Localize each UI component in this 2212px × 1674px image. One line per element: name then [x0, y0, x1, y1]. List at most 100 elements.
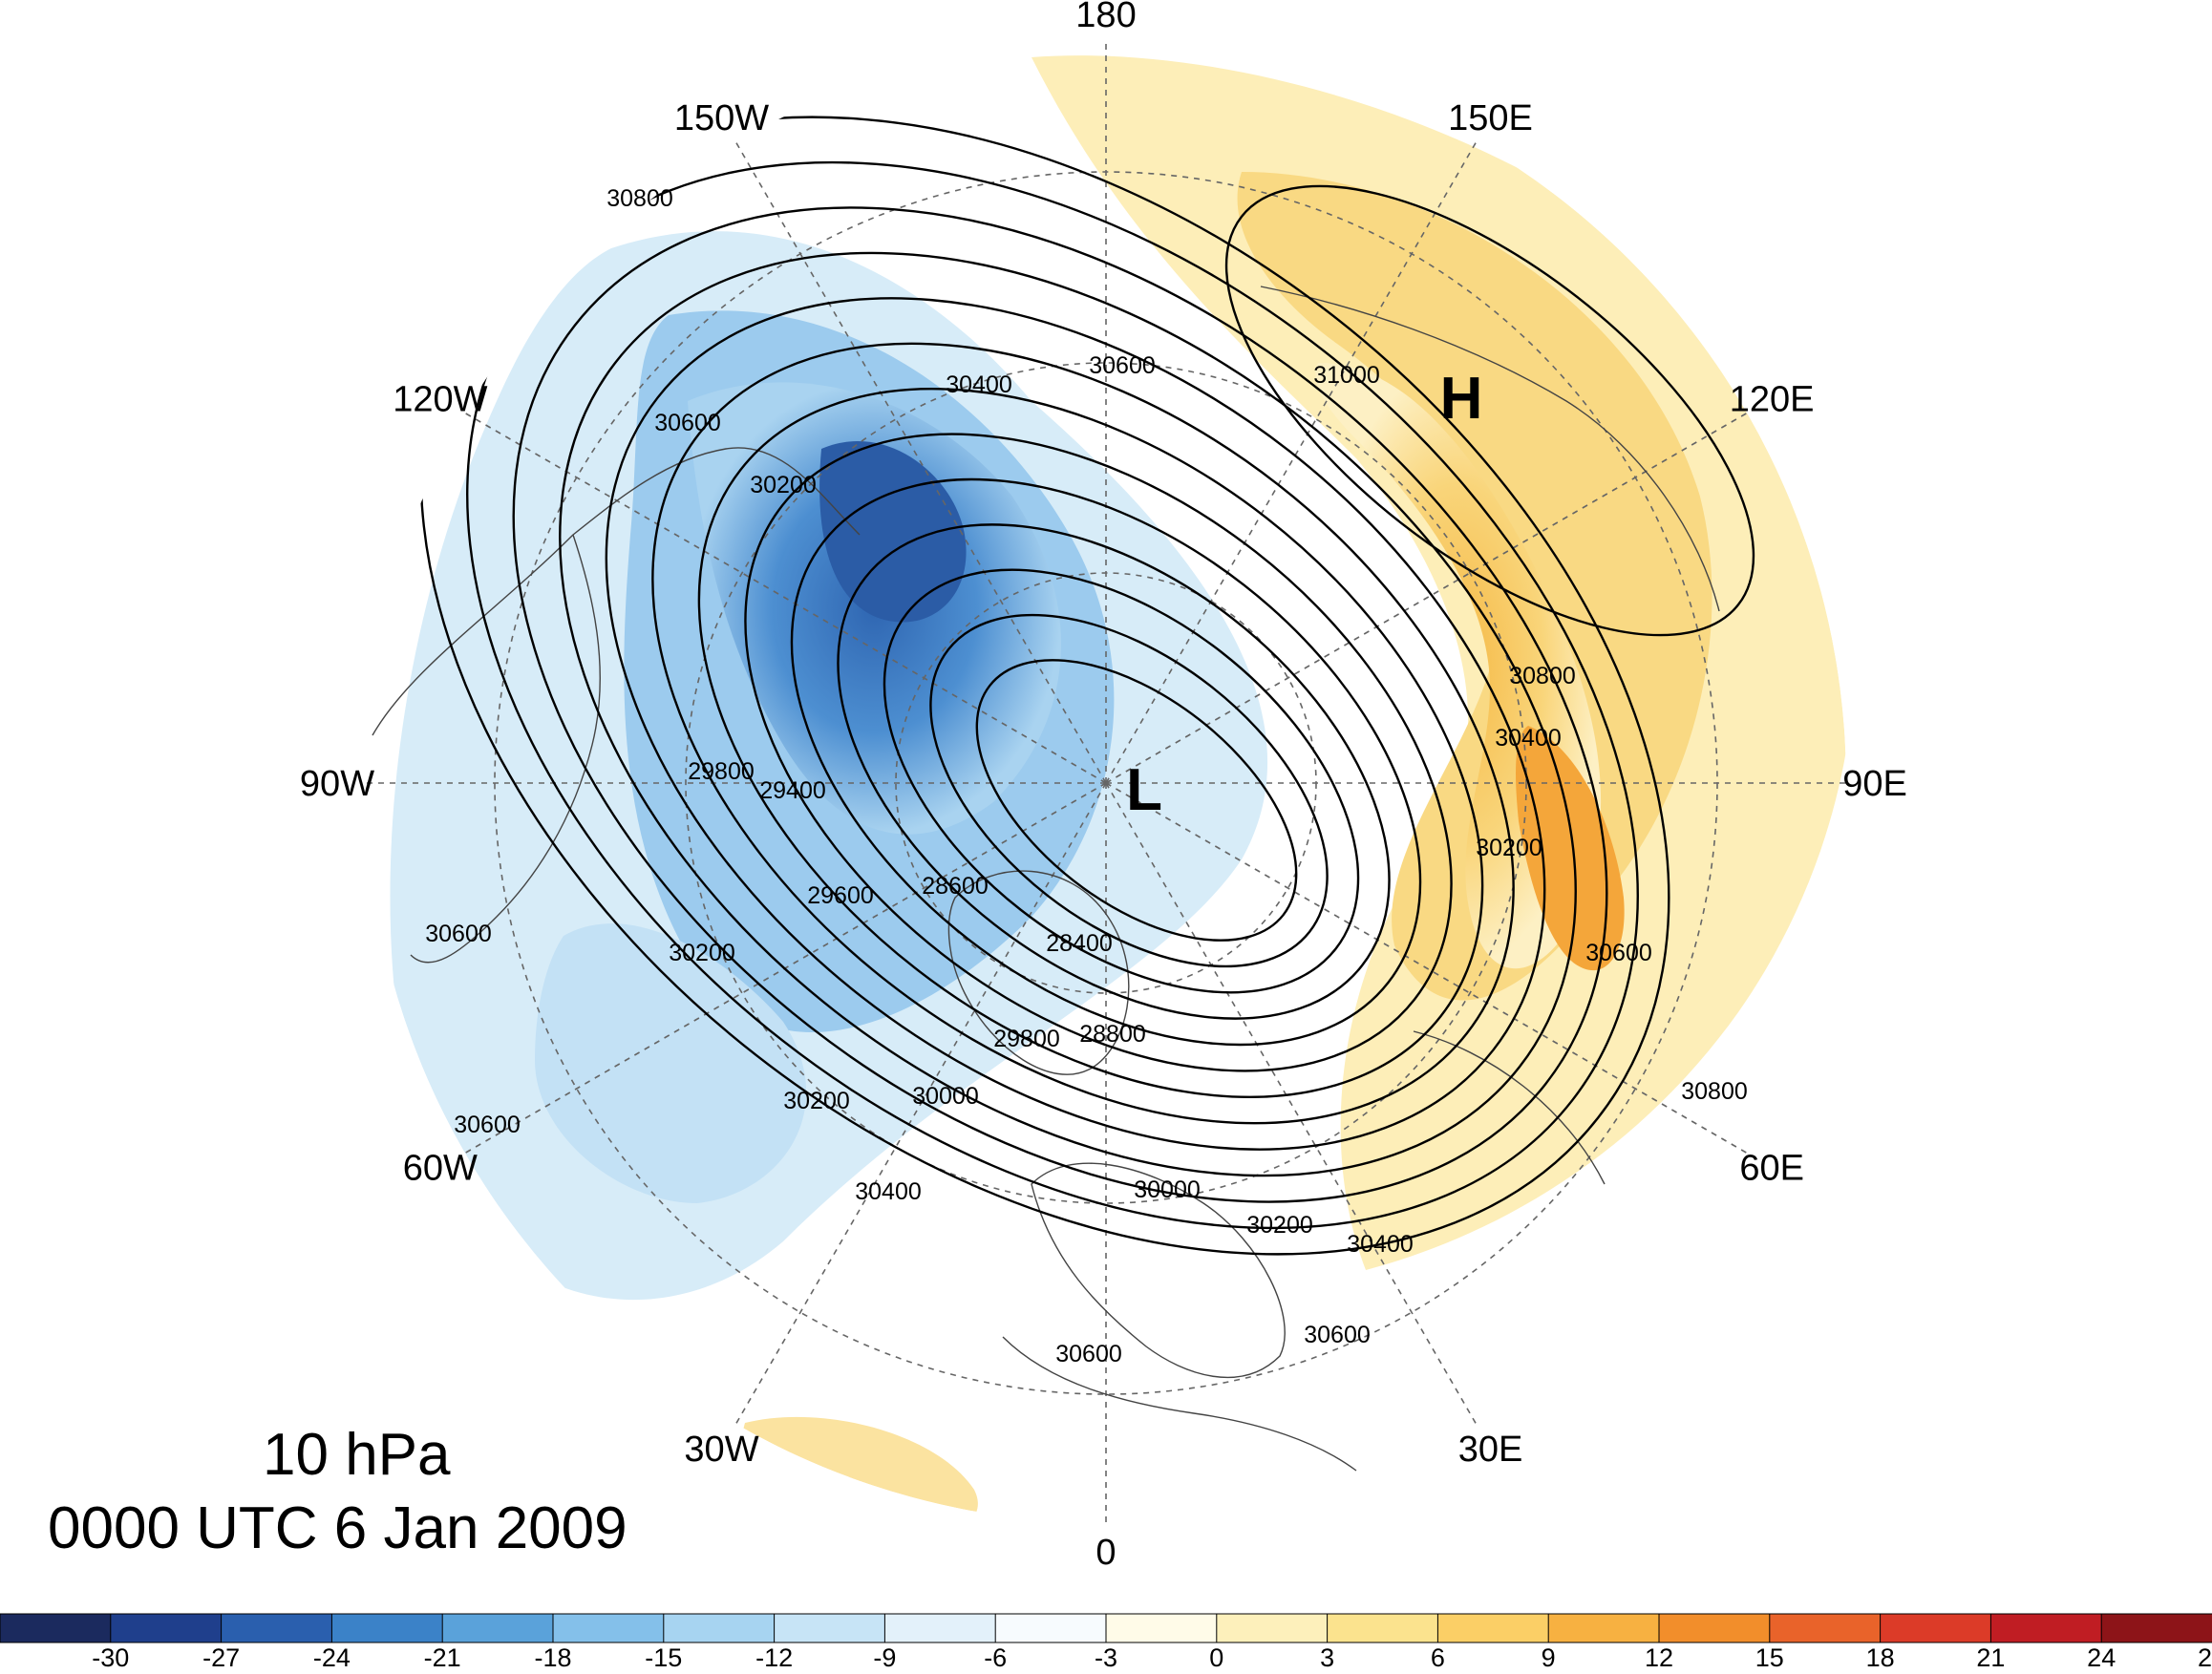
coastline-africa — [1002, 1336, 1357, 1472]
contour-line — [975, 659, 1298, 942]
coastline-asia — [1260, 286, 1720, 1185]
title-valid-time: 0000 UTC 6 Jan 2009 — [48, 1495, 627, 1561]
low-center-label: L — [1126, 757, 1162, 823]
coastlines — [372, 286, 1720, 1472]
colorbar-swatch — [1880, 1613, 1992, 1643]
contour-line-high — [1224, 184, 1755, 637]
colorbar-tick-label: 18 — [1866, 1643, 1895, 1672]
colorbar-swatch — [1989, 1613, 2103, 1643]
colorbar-tick-label: 27 — [2198, 1643, 2212, 1672]
colorbar-tick-label: -3 — [1095, 1643, 1117, 1672]
colorbar-tick-label: -9 — [873, 1643, 896, 1672]
colorbar-swatch — [441, 1613, 555, 1643]
colorbar-swatch — [221, 1613, 333, 1643]
meridian-120 — [1105, 412, 1748, 784]
colorbar-swatch — [1327, 1613, 1439, 1643]
contour-line — [744, 433, 1453, 1072]
colorbar-swatch — [110, 1613, 223, 1643]
contour-label: 30800 — [1509, 663, 1576, 689]
colorbar-tick-label: 6 — [1431, 1643, 1445, 1672]
contour-line — [883, 568, 1360, 994]
colorbar-tick-label: -15 — [645, 1643, 682, 1672]
contour-label: 30000 — [912, 1083, 979, 1110]
colorbar-tick-label: -18 — [534, 1643, 571, 1672]
meridian--30 — [734, 782, 1107, 1425]
longitude-label: 180 — [1075, 0, 1136, 35]
contour-label: 30200 — [783, 1088, 850, 1114]
coastline-north-america — [372, 447, 861, 964]
contour-label: 30600 — [425, 921, 492, 947]
contour-label: 30600 — [654, 410, 721, 436]
temperature-anomaly-shading — [366, 43, 1846, 1523]
colorbar-tick-label: -27 — [202, 1643, 240, 1672]
colorbar-swatch — [330, 1613, 444, 1643]
meridian-30 — [1105, 782, 1478, 1425]
meridian-60 — [1105, 782, 1748, 1155]
contour-label: 31000 — [1313, 362, 1380, 389]
contour-label: 29800 — [688, 758, 755, 785]
colorbar: -30 -27 -24 -21 -18 -15 -12 -9 -6 -3 0 3 6 9 12 15 18 21 2… — [0, 1613, 2212, 1672]
contour-label: 30600 — [1089, 352, 1156, 379]
contour-label: 28800 — [1079, 1021, 1146, 1048]
contour-label: 30400 — [1495, 725, 1562, 752]
contour-label: 30200 — [1476, 835, 1542, 861]
colorbar-swatch — [1769, 1613, 1882, 1643]
contour-label: 30800 — [606, 185, 673, 212]
contour-label: 30400 — [946, 371, 1012, 398]
contour-line — [559, 251, 1577, 1177]
contour-line — [697, 388, 1484, 1098]
coastline-greenland — [947, 870, 1130, 1075]
contour-labels: 28400 28600 28800 29400 29600 29800 29800 30000… — [425, 185, 1748, 1367]
contour-line — [512, 206, 1608, 1203]
colorbar-swatch — [0, 1613, 112, 1643]
longitude-label: 120E — [1730, 380, 1815, 420]
longitude-label: 150W — [674, 98, 769, 138]
contour-label: 30800 — [1681, 1078, 1748, 1105]
colorbar-tick-label: 3 — [1320, 1643, 1334, 1672]
colorbar-swatch — [883, 1613, 997, 1643]
title-pressure-level: 10 hPa — [263, 1422, 451, 1488]
colorbar-tick-label: -21 — [424, 1643, 461, 1672]
contour-label: 30600 — [1304, 1322, 1371, 1348]
colorbar-tick-label: -24 — [313, 1643, 351, 1672]
colorbar-tick-label: -6 — [984, 1643, 1007, 1672]
longitude-labels: 180 150W 150E 120W 120E 90W 90E 60W 60E 30W 30E 0 — [300, 0, 1907, 1573]
warm-anomaly-light — [1032, 55, 1846, 1270]
colorbar-swatch — [663, 1613, 776, 1643]
contour-label: 28600 — [922, 873, 989, 900]
contour-label: 30600 — [1585, 940, 1652, 966]
graticule — [366, 43, 1846, 1523]
colorbar-tick-label: 12 — [1645, 1643, 1673, 1672]
longitude-label: 120W — [393, 380, 487, 420]
latitude-circle-30n — [685, 362, 1527, 1204]
contour-label: 29800 — [993, 1026, 1060, 1052]
meridian--120 — [464, 412, 1107, 784]
colorbar-tick-label: 15 — [1755, 1643, 1784, 1672]
longitude-label: 60E — [1739, 1149, 1804, 1189]
colorbar-tick-label: -30 — [92, 1643, 129, 1672]
cold-anomaly-secondary — [535, 923, 807, 1203]
coastline-europe — [1031, 1162, 1286, 1379]
colorbar-swatch — [1547, 1613, 1660, 1643]
colorbar-tick-label: 21 — [1976, 1643, 2005, 1672]
contour-label: 30200 — [669, 940, 735, 966]
contour-label: 30200 — [1246, 1212, 1313, 1239]
colorbar-tick-label: 0 — [1209, 1643, 1223, 1672]
contour-label: 29400 — [759, 777, 826, 804]
longitude-label: 60W — [403, 1149, 478, 1189]
longitude-label: 30W — [684, 1430, 758, 1470]
contour-label: 30400 — [1347, 1231, 1414, 1258]
meridian--150 — [734, 141, 1107, 784]
meridian-150 — [1105, 141, 1478, 784]
contour-label: 30000 — [1134, 1176, 1201, 1203]
colorbar-swatch — [552, 1613, 665, 1643]
colorbar-tick-label: 24 — [2087, 1643, 2116, 1672]
colorbar-swatch — [774, 1613, 886, 1643]
cold-anomaly-core — [819, 441, 967, 623]
colorbar-swatch — [994, 1613, 1107, 1643]
contour-line — [929, 613, 1329, 968]
meridians — [366, 43, 1846, 1523]
colorbar-swatch — [2100, 1613, 2212, 1643]
